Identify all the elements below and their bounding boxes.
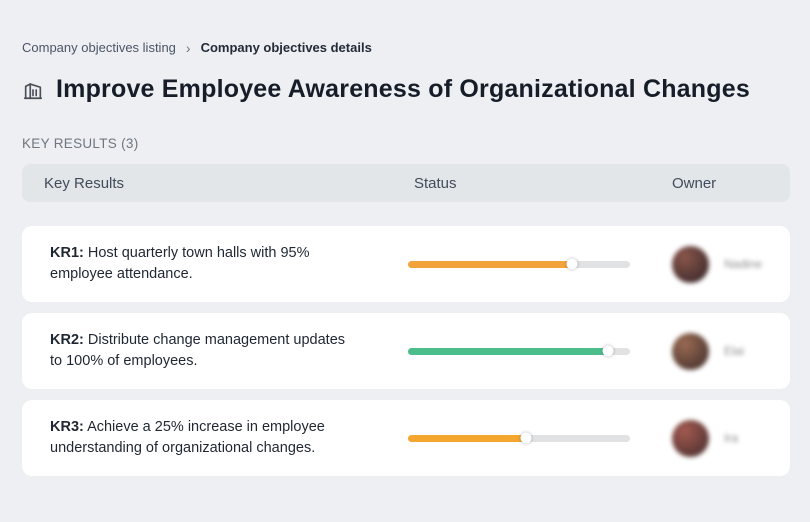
progress-knob bbox=[566, 258, 578, 270]
key-results-list: KR1: Host quarterly town halls with 95% … bbox=[22, 226, 790, 476]
owner-name: Elai bbox=[724, 344, 745, 358]
progress-knob bbox=[520, 432, 532, 444]
owner-cell: Elai bbox=[672, 332, 790, 370]
title-row: Improve Employee Awareness of Organizati… bbox=[22, 75, 790, 104]
status-cell bbox=[408, 258, 672, 270]
breadcrumb: Company objectives listing › Company obj… bbox=[22, 40, 790, 55]
table-header: Key Results Status Owner bbox=[22, 164, 790, 202]
table-row[interactable]: KR3: Achieve a 25% increase in employee … bbox=[22, 400, 790, 476]
owner-name: Ira bbox=[724, 431, 739, 445]
column-header-key-results: Key Results bbox=[44, 174, 125, 192]
progress-knob bbox=[602, 345, 614, 357]
kr-description: KR3: Achieve a 25% increase in employee … bbox=[50, 417, 355, 459]
kr-label: KR2: bbox=[50, 331, 84, 348]
kr-label: KR3: bbox=[50, 418, 84, 435]
status-cell bbox=[408, 345, 672, 357]
kr-text: Distribute change management updates to … bbox=[50, 331, 346, 369]
key-results-count-label: KEY RESULTS (3) bbox=[22, 136, 139, 151]
kr-description: KR1: Host quarterly town halls with 95% … bbox=[50, 243, 355, 285]
kr-description: KR2: Distribute change management update… bbox=[50, 330, 355, 372]
kr-label: KR1: bbox=[50, 244, 84, 261]
kr-text: Host quarterly town halls with 95% emplo… bbox=[50, 244, 310, 282]
breadcrumb-item-listing[interactable]: Company objectives listing bbox=[22, 40, 176, 55]
page-title: Improve Employee Awareness of Organizati… bbox=[56, 75, 750, 103]
column-header-owner: Owner bbox=[672, 174, 717, 192]
owner-name: Nadine bbox=[724, 257, 763, 271]
page: Company objectives listing › Company obj… bbox=[22, 40, 790, 476]
avatar bbox=[672, 245, 709, 283]
owner-cell: Nadine bbox=[672, 245, 790, 283]
owner-cell: Ira bbox=[672, 419, 790, 457]
table-row[interactable]: KR1: Host quarterly town halls with 95% … bbox=[22, 226, 790, 302]
table-row[interactable]: KR2: Distribute change management update… bbox=[22, 313, 790, 389]
status-cell bbox=[408, 432, 672, 444]
kr-text: Achieve a 25% increase in employee under… bbox=[50, 418, 325, 456]
chevron-right-icon: › bbox=[185, 39, 191, 56]
progress-bar bbox=[408, 345, 630, 357]
avatar bbox=[672, 419, 709, 457]
column-header-status: Status bbox=[414, 174, 457, 192]
breadcrumb-item-details: Company objectives details bbox=[200, 40, 372, 55]
building-icon bbox=[22, 79, 44, 101]
progress-fill bbox=[408, 260, 573, 268]
progress-bar bbox=[408, 258, 630, 270]
progress-bar bbox=[408, 432, 630, 444]
progress-fill bbox=[408, 434, 526, 442]
avatar bbox=[672, 332, 709, 370]
progress-fill bbox=[408, 347, 608, 355]
